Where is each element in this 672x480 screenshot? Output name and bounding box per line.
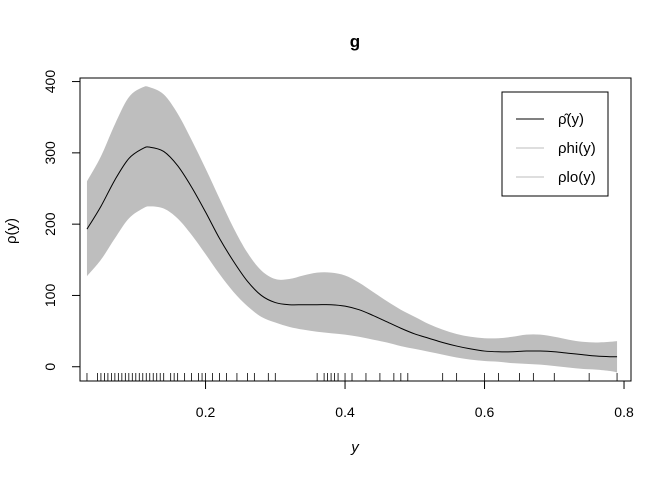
x-tick-label: 0.6 bbox=[475, 404, 495, 420]
y-tick-label: 400 bbox=[42, 70, 58, 94]
y-tick-label: 200 bbox=[42, 212, 58, 236]
plot-area bbox=[86, 86, 618, 381]
x-axis: 0.2 0.4 0.6 0.8 bbox=[196, 380, 634, 420]
legend-label-hi: ρhi(y) bbox=[558, 140, 596, 157]
y-tick-label: 100 bbox=[42, 284, 58, 308]
x-tick-label: 0.2 bbox=[196, 404, 216, 420]
y-axis: 0 100 200 300 400 bbox=[42, 70, 81, 371]
x-tick-label: 0.4 bbox=[335, 404, 355, 420]
x-tick-label: 0.8 bbox=[614, 404, 634, 420]
legend: ρ̂(y) ρhi(y) ρlo(y) bbox=[501, 91, 609, 197]
estimate-line bbox=[86, 146, 618, 358]
y-axis-label: ρ(y) bbox=[3, 218, 20, 244]
x-axis-label: y bbox=[350, 439, 360, 456]
legend-label-lo: ρlo(y) bbox=[558, 169, 596, 186]
rug-marks bbox=[86, 373, 618, 381]
y-tick-label: 300 bbox=[42, 141, 58, 165]
confidence-band bbox=[86, 86, 618, 373]
legend-box bbox=[501, 91, 609, 197]
legend-label-estimate: ρ̂(y) bbox=[558, 111, 584, 128]
y-tick-label: 0 bbox=[42, 363, 58, 371]
chart-title: g bbox=[350, 32, 360, 51]
